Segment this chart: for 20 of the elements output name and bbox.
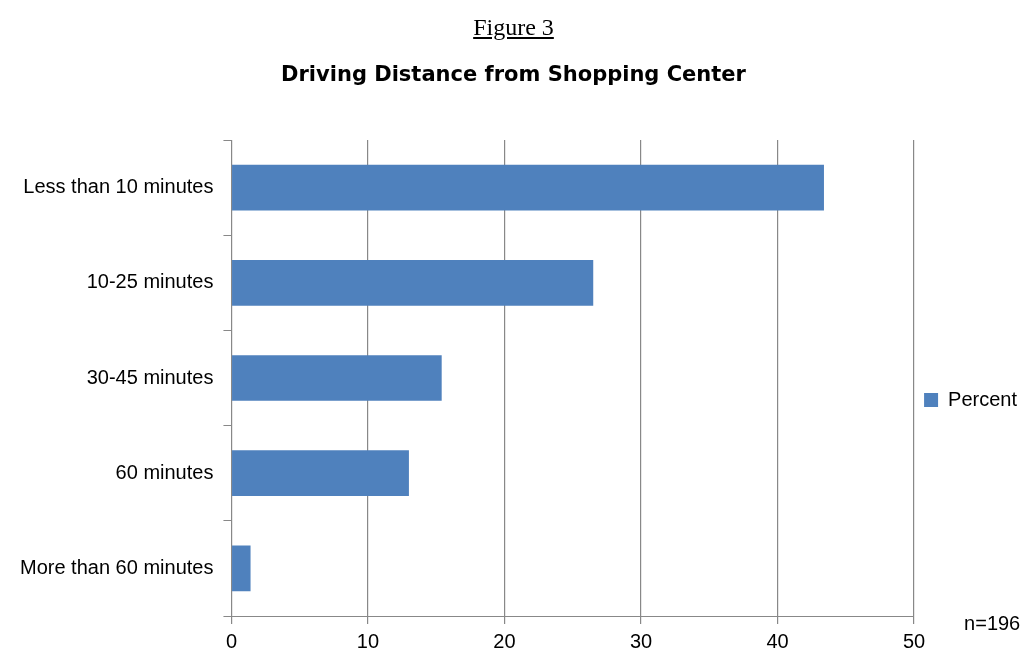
x-tick-label: 10 [356,629,380,652]
legend-label: Percent [948,387,1018,410]
y-tick-label: Less than 10 minutes [23,175,214,198]
chart-subtitle: Driving Distance from Shopping Center [280,62,747,86]
bar [232,545,251,592]
text: n=196 [964,611,1021,634]
y-tick-label: 10-25 minutes [86,270,214,293]
bar [232,450,409,497]
y-tick-label: 30-45 minutes [86,365,214,388]
x-tick-label: 50 [902,629,926,652]
y-tick-label: 60 minutes [115,460,214,483]
bar [232,164,824,211]
y-tick-label: More than 60 minutes [20,555,214,578]
x-tick-label: 20 [493,629,516,652]
bar [232,355,442,401]
x-tick-label: 0 [225,629,237,652]
x-tick-label: 30 [629,629,653,652]
bar [232,259,594,306]
x-tick-label: 40 [766,629,789,652]
chart-title: Figure 3 [472,14,555,41]
